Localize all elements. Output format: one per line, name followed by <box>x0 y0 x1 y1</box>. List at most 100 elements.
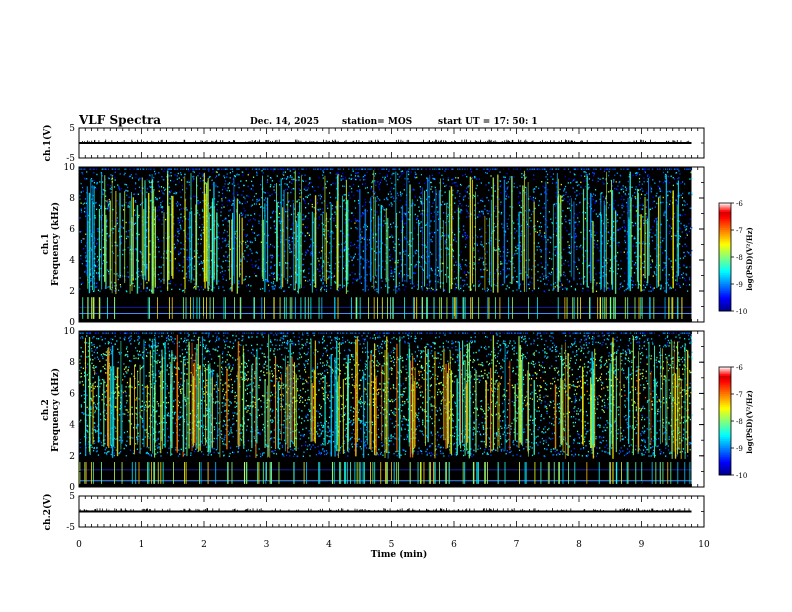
ch1-spec-cell <box>291 176 293 179</box>
ch1-spec-cell <box>110 185 112 187</box>
ch1-spec-cell <box>146 231 148 233</box>
ch1-spec-cell <box>99 181 101 183</box>
ch1-spec-cell <box>98 264 100 266</box>
ch1-spec-cell <box>96 243 98 246</box>
ch1-spec-cell <box>646 191 648 193</box>
ch1-spec-cell <box>95 286 98 288</box>
ch1-spec-cell <box>257 199 259 202</box>
ch1-spec-cell <box>524 186 527 189</box>
ch1-spec-cell <box>329 172 331 174</box>
ch1-spec-cell <box>187 218 189 221</box>
ch1-spec-cell <box>450 244 452 246</box>
ch1-spec-cell <box>254 219 256 221</box>
ch1-spec-cell <box>218 237 220 240</box>
ch1-spec-cell <box>509 206 511 208</box>
ch1-spec-cell <box>114 225 116 228</box>
ch1-spec-cell <box>371 195 373 198</box>
ch1-spec-cell <box>636 172 638 174</box>
ch1-spec-cell <box>137 193 139 195</box>
ch1-spec-cell <box>689 254 692 256</box>
ch1-spec-cell <box>542 207 544 209</box>
ch1-spec-cell <box>620 198 622 201</box>
ch1-spec-cell <box>473 263 476 265</box>
ch1-spec-cell <box>158 251 160 253</box>
ch1-spec-cell <box>259 267 261 270</box>
ch1-spec-cell <box>404 263 406 266</box>
ch1-spec-cell <box>679 271 681 273</box>
ch1-spec-cell <box>675 275 677 277</box>
ch1-spec-cell <box>473 262 475 264</box>
ch1-spec-cell <box>152 181 154 183</box>
ch1-spec-cell <box>180 248 182 250</box>
ch1-spec-cell <box>193 279 195 281</box>
ch1-spec-cell <box>391 203 393 206</box>
ch1-spec-cell <box>610 182 612 185</box>
start-time-label: start UT = 17: 50: 1 <box>438 117 538 127</box>
ch1-spec-cell <box>202 267 204 270</box>
ch1-spec-cell <box>415 252 417 255</box>
ch1-spec-cell <box>96 255 99 258</box>
ch1-spec-cell <box>647 175 649 177</box>
ch1-spec-cell <box>97 273 99 275</box>
ch1-spec-cell <box>663 237 665 240</box>
ch1-spec-cell <box>373 193 376 195</box>
ch1-spec-cell <box>454 236 456 239</box>
ch1-spec-cell <box>552 178 554 180</box>
ch1-spec-cell <box>272 255 274 258</box>
ch1-spec-cell <box>272 245 274 247</box>
ch1-spec-cell <box>114 282 116 284</box>
ch1-spec-cell <box>125 241 127 243</box>
ch1-spec-cell <box>251 228 253 231</box>
ch1-spec-cell <box>344 270 347 273</box>
ch1-spec-cell <box>331 230 333 233</box>
ch1-spec-cell <box>114 176 116 179</box>
ch1-spec-cell <box>102 193 104 195</box>
ch1-spec-cell <box>420 213 422 215</box>
ch1-spec-cell <box>403 249 405 251</box>
ch1-spec-cell <box>688 277 691 279</box>
ch1-spec-cell <box>322 223 324 226</box>
ch1-spec-cell <box>358 202 360 205</box>
ch1-spec-cell <box>520 206 522 209</box>
ch1-spec-cell <box>488 199 490 202</box>
ch1-spec-cell <box>528 287 530 290</box>
ch1-spec-cell <box>561 264 563 266</box>
ch1-spec-cell <box>474 204 476 206</box>
ch1-spec-cell <box>122 219 124 222</box>
ch1-spec-cell <box>414 265 416 267</box>
ch1-spec-cell <box>100 207 102 209</box>
ch1-spec-cell <box>502 246 504 249</box>
ch1-spec-cell <box>286 188 289 190</box>
ch1-spec-cell <box>659 187 661 190</box>
ch1-spec-cell <box>691 177 693 180</box>
ch1-spec-cell <box>106 232 108 235</box>
ch1-spec-cell <box>102 224 104 227</box>
ch1-spec-cell <box>615 181 617 183</box>
ch1-spec-cell <box>137 267 139 270</box>
ch1-spec-cell <box>197 212 199 214</box>
ch1-spec-cell <box>524 177 527 180</box>
ch1-spec-cell <box>183 243 185 246</box>
ch1-spec-cell <box>392 241 394 243</box>
ch1-spec-cell <box>663 261 665 264</box>
ch1-spec-cell <box>383 220 385 222</box>
ch1-spec-cell <box>353 257 355 259</box>
ch1-spec-cell <box>362 213 364 216</box>
ch1-spec-cell <box>352 244 354 247</box>
ch1-spec-cell <box>580 283 582 285</box>
ch1-spec-cell <box>320 287 322 290</box>
ch1-spec-cell <box>568 178 570 180</box>
ch1-spec-cell <box>506 248 509 251</box>
ch1-spec-cell <box>285 278 287 280</box>
ch1-spec-cell <box>576 181 578 183</box>
ch1-spec-cell <box>269 194 271 197</box>
ch1-spec-cell <box>157 286 159 289</box>
ch1-spec-cell <box>329 196 332 199</box>
ch1-spec-cell <box>212 171 214 173</box>
ch1-spec-cell <box>592 193 595 195</box>
ch1-spec-cell <box>100 254 102 256</box>
ch1-spec-cell <box>375 281 377 284</box>
ch1-spec-cell <box>301 233 303 235</box>
ch1-spec-cell <box>386 262 388 264</box>
ch1-spec-cell <box>193 287 195 289</box>
